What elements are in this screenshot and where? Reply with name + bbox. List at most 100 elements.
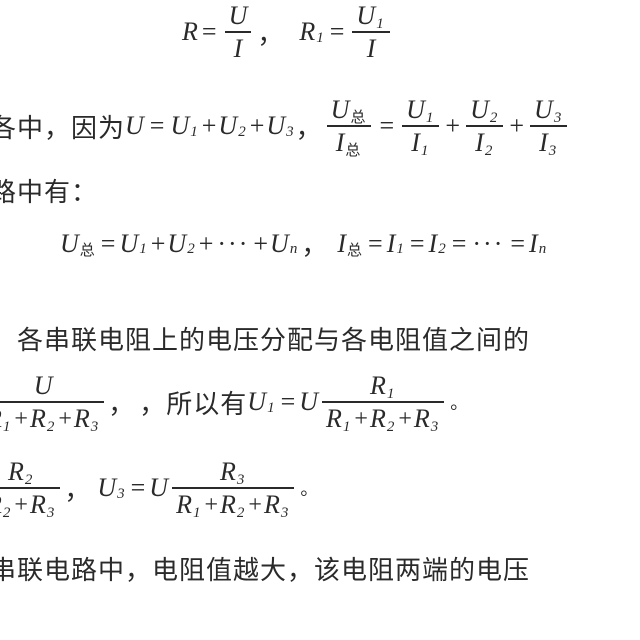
- var-U1: U: [119, 229, 138, 259]
- comma-cn: ，: [64, 470, 91, 507]
- var-R3: R: [414, 405, 430, 432]
- sub-2: 2: [387, 420, 395, 436]
- sub-2: 2: [485, 144, 493, 160]
- var-R1: R: [176, 491, 192, 518]
- page: R = U I ， R 1 = U1 I 各中，因为 U = U1 + U2 +…: [0, 0, 640, 640]
- sub-3: 3: [237, 473, 245, 489]
- text-l6a: ，所以有: [139, 384, 247, 421]
- text-line-2: 各中，因为 U = U1 + U2 + U3 ， U总 I总 = U1 I1 +…: [0, 96, 571, 157]
- sub-2: 2: [438, 241, 446, 258]
- sub-1: 1: [396, 241, 404, 258]
- comma: ，: [301, 225, 327, 262]
- sub-1: 1: [376, 17, 384, 33]
- eq-line-1: R = U I ， R 1 = U1 I: [182, 2, 394, 63]
- sub-3: 3: [549, 144, 557, 160]
- dots: ···: [217, 229, 249, 259]
- sub-3: 3: [286, 124, 294, 141]
- text-l5a: ，各串联电阻上的电压分配与各电阻值之间的: [0, 320, 530, 357]
- var-U3: U: [97, 473, 116, 503]
- sub-tot: 总: [350, 111, 365, 127]
- sub-2: 2: [3, 506, 11, 522]
- var-R1: R: [326, 405, 342, 432]
- sub-2: 2: [490, 111, 498, 127]
- var-Itot: I: [336, 129, 345, 156]
- comma: ，: [257, 14, 283, 51]
- var-R2: R: [8, 458, 24, 485]
- equals: =: [510, 229, 525, 259]
- text-l8a: 串联电路中，电阻值越大，该电阻两端的电压: [0, 550, 530, 587]
- sub-2: 2: [47, 420, 55, 436]
- var-R2: R: [370, 405, 386, 432]
- sub-1: 1: [421, 144, 429, 160]
- var-U1: U: [170, 111, 189, 141]
- frac-R3-over-Rsum: R3 R1 + R2 + R3: [172, 458, 294, 519]
- var-I2: I: [429, 229, 438, 259]
- sub-1: 1: [426, 111, 434, 127]
- frac-R1-over-Rsum: R1 R1 + R2 + R3: [322, 372, 444, 433]
- sub-1: 1: [316, 30, 324, 47]
- sub-1: 1: [387, 387, 395, 403]
- var-U2: U: [470, 96, 489, 123]
- sub-tot: 总: [347, 239, 362, 260]
- equals: =: [330, 17, 345, 47]
- sub-2: 2: [187, 241, 195, 258]
- var-R2: R: [0, 491, 2, 518]
- text-line-8: 串联电路中，电阻值越大，该电阻两端的电压: [0, 550, 530, 587]
- text-line-3: 路中有：: [0, 172, 98, 209]
- var-R3: R: [30, 491, 46, 518]
- var-R3: R: [220, 458, 236, 485]
- var-I: I: [234, 35, 243, 62]
- text-l2a: 各中，因为: [0, 108, 125, 145]
- var-R1: R: [299, 17, 315, 47]
- var-U1: U: [247, 387, 266, 417]
- eq-line-7: R2 R2 + R3 ， U3 = U R3 R1 + R2 + R3 。: [0, 458, 318, 519]
- var-R1: R: [370, 372, 386, 399]
- equals: =: [410, 229, 425, 259]
- var-U: U: [125, 111, 144, 141]
- frac-Utot-Itot: U总 I总: [327, 96, 372, 157]
- frac-R2-over-R2R3: R2 R2 + R3: [0, 458, 60, 519]
- var-Itot: I: [337, 229, 346, 259]
- var-U: U: [149, 473, 168, 503]
- sub-tot: 总: [80, 239, 95, 260]
- sub-3: 3: [554, 111, 562, 127]
- sub-tot: 总: [345, 144, 360, 160]
- var-R2: R: [30, 405, 46, 432]
- var-U: U: [299, 387, 318, 417]
- sub-3: 3: [47, 506, 55, 522]
- var-R1: R: [0, 405, 2, 432]
- plus: +: [202, 111, 217, 141]
- equals: =: [452, 229, 467, 259]
- sub-1: 1: [267, 400, 275, 417]
- frac-U3-I3: U3 I3: [530, 96, 567, 157]
- sub-3: 3: [431, 420, 439, 436]
- frac-U-over-Rsum: U R1 + R2 + R3: [0, 372, 104, 433]
- equals: =: [150, 111, 165, 141]
- var-In: I: [529, 229, 538, 259]
- sub-3: 3: [91, 420, 99, 436]
- var-I3: I: [539, 129, 548, 156]
- var-I1: I: [411, 129, 420, 156]
- equals: =: [368, 229, 383, 259]
- sub-n: n: [290, 241, 298, 258]
- text-line-5: ，各串联电阻上的电压分配与各电阻值之间的: [0, 320, 530, 357]
- plus: +: [445, 111, 460, 141]
- sub-n: n: [539, 241, 547, 258]
- period: 。: [300, 475, 318, 501]
- sub-1: 1: [193, 506, 201, 522]
- frac-U2-I2: U2 I2: [466, 96, 503, 157]
- var-U: U: [34, 372, 53, 399]
- equals: =: [202, 17, 217, 47]
- text-l2b: ，: [296, 108, 323, 145]
- eq-line-4: U总 = U1 + U2 + ··· + Un ， I总 = I1 = I2 =…: [60, 225, 548, 262]
- var-U2: U: [167, 229, 186, 259]
- sub-3: 3: [117, 486, 125, 503]
- var-U1: U: [406, 96, 425, 123]
- comma-cn: ，: [108, 384, 135, 421]
- var-R3: R: [264, 491, 280, 518]
- sub-2: 2: [238, 124, 246, 141]
- var-I2: I: [475, 129, 484, 156]
- sub-1: 1: [190, 124, 198, 141]
- frac-U-over-I: U I: [225, 2, 252, 63]
- plus: +: [151, 229, 166, 259]
